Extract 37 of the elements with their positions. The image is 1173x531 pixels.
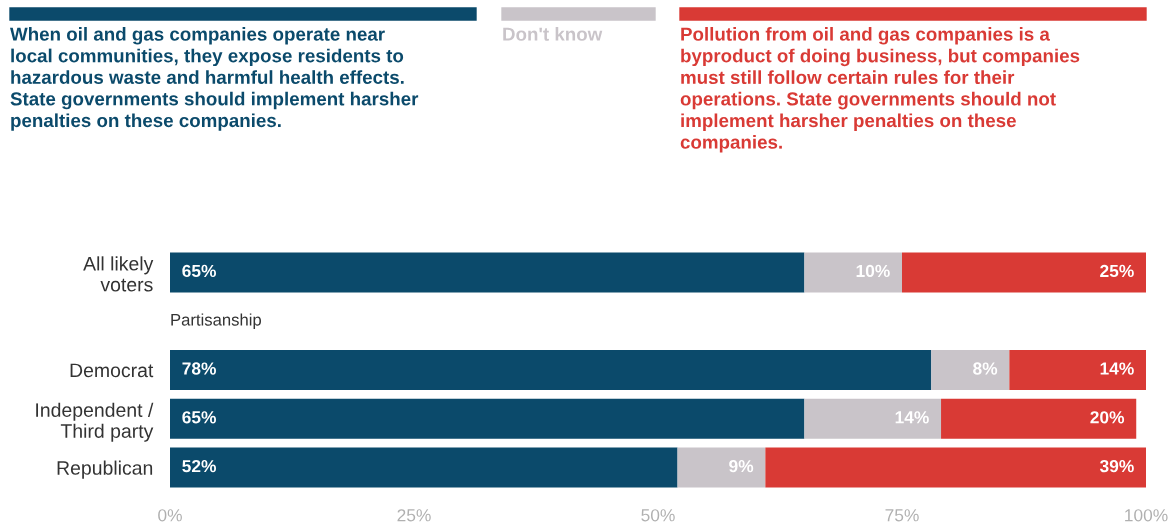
x-tick-label: 100% <box>1125 509 1168 522</box>
y-tick-label: Independent / Third party <box>36 402 154 442</box>
bar <box>677 447 766 488</box>
data-label: 9% <box>729 459 754 473</box>
bar <box>765 447 1146 488</box>
y-tick-label: Republican <box>57 460 153 479</box>
bar <box>170 349 932 391</box>
data-label: 20% <box>1090 411 1125 424</box>
data-label: 25% <box>1100 264 1134 278</box>
bar <box>804 252 902 293</box>
x-tick-label: 75% <box>885 509 919 522</box>
bar <box>902 252 1146 293</box>
data-label: 10% <box>856 264 890 278</box>
data-label: 8% <box>973 362 998 375</box>
x-tick-label: 50% <box>641 509 675 522</box>
text: Don't know <box>503 27 603 41</box>
bar <box>170 447 678 488</box>
bar <box>170 398 805 439</box>
x-tick-label: 0% <box>158 509 182 522</box>
bar <box>931 349 1010 391</box>
y-tick-label: Democrat <box>70 363 154 378</box>
bar <box>1009 349 1146 391</box>
data-label: 65% <box>182 411 216 424</box>
y-tick-label: All likely voters <box>83 256 154 292</box>
data-label: 65% <box>182 264 216 278</box>
annotation: Partisanship <box>171 313 262 329</box>
data-label: 14% <box>1100 362 1134 375</box>
x-tick-label: 25% <box>397 509 431 522</box>
bar <box>941 398 1137 439</box>
text: Pollution from oil and gas companies is a byproduct of doing business, but companies must still follow certain rules for their operations. State governments should not implement harsher penalties on these companies. <box>680 27 1080 153</box>
data-label: 52% <box>182 459 216 473</box>
data-label: 39% <box>1099 459 1134 473</box>
text: When oil and gas companies operate near local communities, they expose residents to hazardous waste and harmful health effects. State governments should implement harsher penalties on these companies. <box>10 27 419 131</box>
data-label: 14% <box>895 411 929 424</box>
bar <box>804 398 942 439</box>
data-label: 78% <box>182 362 216 375</box>
bar <box>170 252 805 293</box>
